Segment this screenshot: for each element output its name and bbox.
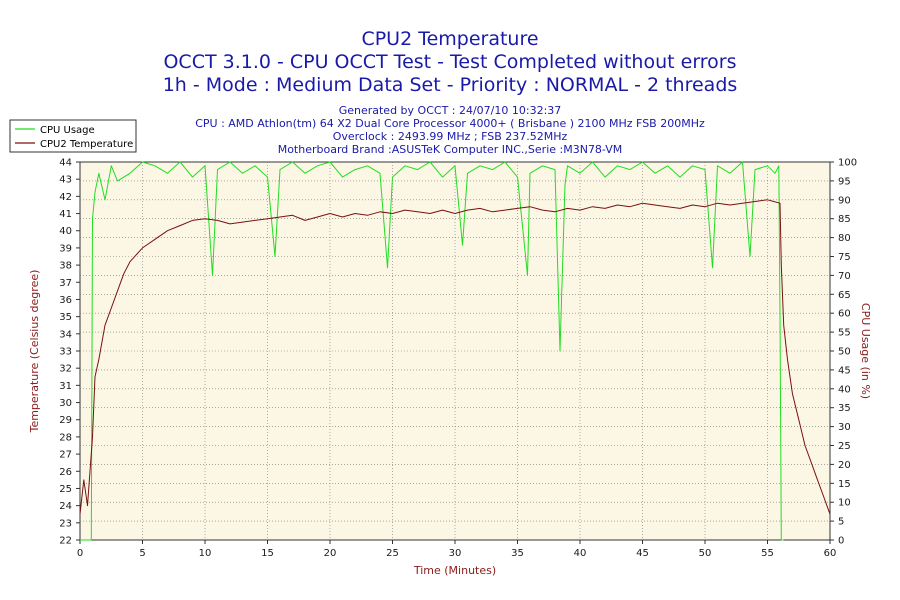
y-right-tick-label: 30: [838, 422, 851, 433]
legend: CPU Usage CPU2 Temperature: [9, 119, 137, 153]
x-tick-label: 5: [139, 548, 145, 559]
y-left-tick-label: 42: [59, 192, 72, 203]
y-right-tick-label: 65: [838, 290, 851, 301]
y-left-tick-label: 39: [59, 243, 72, 254]
y-left-tick-label: 40: [59, 226, 72, 237]
chart-subtitle-mode: 1h - Mode : Medium Data Set - Priority :…: [163, 74, 738, 96]
y-right-axis-label: CPU Usage (in %): [859, 303, 872, 399]
legend-label-cpu-usage: CPU Usage: [40, 125, 95, 136]
x-tick-label: 55: [761, 548, 774, 559]
y-right-tick-label: 50: [838, 347, 851, 358]
x-tick-label: 10: [199, 548, 212, 559]
x-axis-ticks: 0 5 10 15 20 25 30 35 40 45 50 55 60: [77, 540, 837, 559]
y-left-tick-label: 25: [59, 484, 72, 495]
x-tick-label: 25: [386, 548, 399, 559]
y-left-tick-label: 31: [59, 381, 72, 392]
y-right-tick-label: 40: [838, 384, 851, 395]
y-right-tick-label: 0: [838, 536, 844, 547]
y-right-tick-label: 70: [838, 271, 851, 282]
info-generated: Generated by OCCT : 24/07/10 10:32:37: [339, 104, 562, 117]
y-right-tick-label: 15: [838, 479, 851, 490]
info-cpu: CPU : AMD Athlon(tm) 64 X2 Dual Core Pro…: [195, 117, 705, 130]
y-right-tick-label: 55: [838, 328, 851, 339]
x-tick-label: 30: [449, 548, 462, 559]
x-tick-label: 45: [636, 548, 649, 559]
legend-label-cpu2-temp: CPU2 Temperature: [40, 139, 133, 150]
y-left-tick-label: 38: [59, 261, 72, 272]
series-layer: [79, 161, 831, 541]
y-left-tick-label: 29: [59, 415, 72, 426]
y-left-axis-ticks: 22 23 24 25 26 27 28 29 30 31 32 33 34 35 36 37 38 39 40 41…: [59, 158, 80, 547]
y-left-tick-label: 37: [59, 278, 72, 289]
y-right-tick-label: 5: [838, 517, 844, 528]
y-left-tick-label: 36: [59, 295, 72, 306]
x-tick-label: 40: [574, 548, 587, 559]
y-left-tick-label: 33: [59, 347, 72, 358]
y-right-tick-label: 35: [838, 403, 851, 414]
x-tick-label: 35: [511, 548, 524, 559]
grid-lines: [80, 162, 830, 540]
y-right-tick-label: 60: [838, 309, 851, 320]
y-right-tick-label: 90: [838, 195, 851, 206]
y-left-tick-label: 28: [59, 432, 72, 443]
y-left-tick-label: 27: [59, 450, 72, 461]
legend-box: [9, 119, 137, 153]
y-right-tick-label: 95: [838, 176, 851, 187]
info-motherboard: Motherboard Brand :ASUSTeK Computer INC.…: [278, 143, 623, 156]
y-left-tick-label: 41: [59, 209, 72, 220]
y-right-tick-label: 25: [838, 441, 851, 452]
chart-subtitle-test: OCCT 3.1.0 - CPU OCCT Test - Test Comple…: [163, 51, 736, 73]
series-line-cpu2-temperature: [79, 199, 831, 515]
y-right-tick-label: 80: [838, 233, 851, 244]
y-left-tick-label: 22: [59, 536, 72, 547]
y-right-tick-label: 85: [838, 214, 851, 225]
x-tick-label: 0: [77, 548, 83, 559]
y-left-tick-label: 30: [59, 398, 72, 409]
y-left-axis-label: Temperature (Celsius degree): [28, 270, 41, 434]
y-left-tick-label: 44: [59, 158, 72, 169]
y-right-tick-label: 75: [838, 252, 851, 263]
series-line-cpu-usage: [80, 161, 784, 541]
x-tick-label: 50: [699, 548, 712, 559]
y-left-tick-label: 24: [59, 501, 72, 512]
x-tick-label: 20: [324, 548, 337, 559]
info-overclock: Overclock : 2493.99 MHz ; FSB 237.52MHz: [333, 130, 568, 143]
y-left-tick-label: 23: [59, 518, 72, 529]
y-right-tick-label: 45: [838, 365, 851, 376]
y-right-axis-ticks: 0 5 10 15 20 25 30 35 40 45 50 55 60 65 70 75 80 85 90 95 10…: [830, 158, 857, 547]
y-left-tick-label: 43: [59, 175, 72, 186]
y-left-tick-label: 32: [59, 364, 72, 375]
x-tick-label: 15: [261, 548, 274, 559]
x-axis-label: Time (Minutes): [413, 564, 496, 577]
y-right-tick-label: 100: [838, 158, 857, 169]
y-left-tick-label: 35: [59, 312, 72, 323]
y-left-tick-label: 26: [59, 467, 72, 478]
y-right-tick-label: 20: [838, 460, 851, 471]
x-tick-label: 60: [824, 548, 837, 559]
y-right-tick-label: 10: [838, 498, 851, 509]
y-left-tick-label: 34: [59, 329, 72, 340]
chart-title: CPU2 Temperature: [361, 28, 538, 50]
